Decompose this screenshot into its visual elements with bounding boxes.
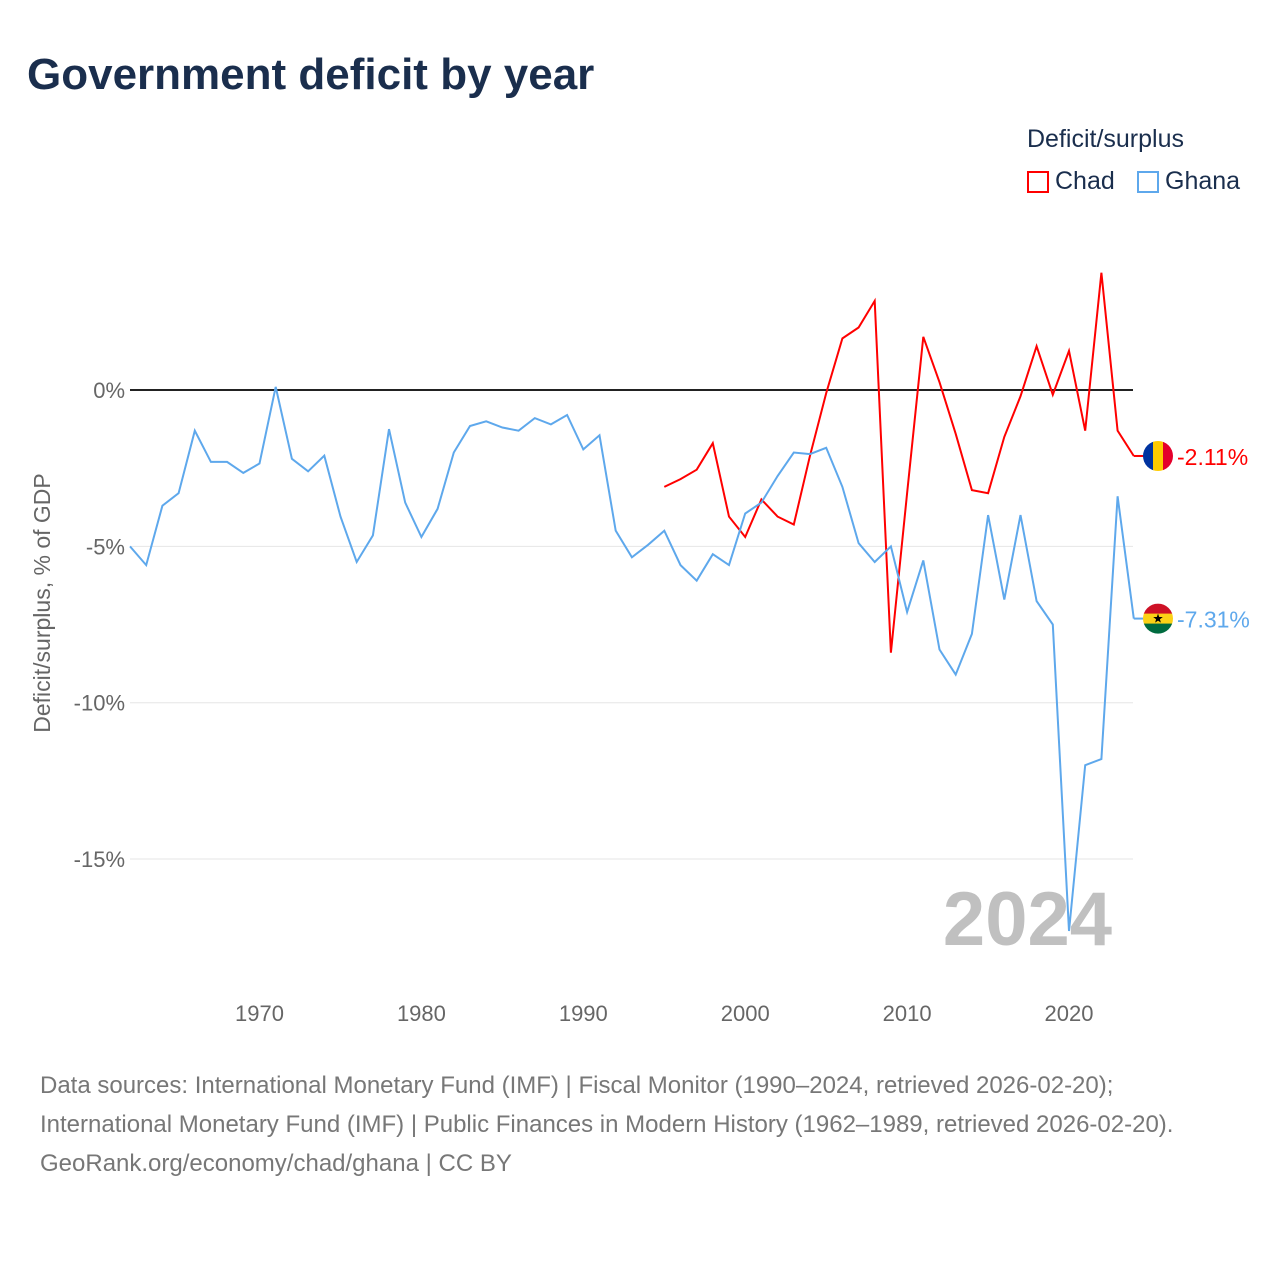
year-watermark: 2024 (943, 877, 1112, 962)
legend-label-chad: Chad (1055, 167, 1115, 195)
y-tick-label: -15% (74, 847, 125, 872)
end-value-label-chad: -2.11% (1177, 444, 1248, 470)
x-tick-label: 1970 (235, 1001, 284, 1026)
x-tick-label: 2010 (883, 1001, 932, 1026)
y-tick-label: -5% (86, 534, 125, 559)
x-tick-label: 2000 (721, 1001, 770, 1026)
footer: Data sources: International Monetary Fun… (40, 1066, 1240, 1183)
x-tick-label: 1980 (397, 1001, 446, 1026)
x-tick-label: 1990 (559, 1001, 608, 1026)
source-link[interactable]: GeoRank.org/economy/chad/ghana | CC BY (40, 1150, 512, 1177)
y-axis-label: Deficit/surplus, % of GDP (29, 473, 55, 732)
legend-swatch-chad (1027, 170, 1049, 193)
data-sources: Data sources: International Monetary Fun… (40, 1072, 1174, 1138)
end-value-label-ghana: -7.31% (1177, 607, 1250, 633)
legend-item-chad[interactable]: Chad (1027, 167, 1115, 196)
chart-title: Government deficit by year (27, 50, 595, 99)
series-line-ghana[interactable] (129, 386, 1135, 932)
series-line-chad[interactable] (663, 272, 1135, 653)
y-tick-label: 0% (93, 378, 125, 403)
legend-title: Deficit/surplus (1027, 125, 1184, 153)
line-chart: 2024 0% -5% -10% -15% 1970 1980 1990 2000 2010 20… (29, 272, 1250, 1026)
ghana-flag-icon (1143, 603, 1173, 634)
legend-swatch-ghana (1137, 170, 1159, 193)
legend-label-ghana: Ghana (1165, 167, 1241, 195)
y-tick-label: -10% (74, 691, 125, 716)
x-tick-label: 2020 (1045, 1001, 1094, 1026)
chad-flag-icon (1143, 440, 1173, 471)
legend-item-ghana[interactable]: Ghana (1137, 167, 1240, 196)
